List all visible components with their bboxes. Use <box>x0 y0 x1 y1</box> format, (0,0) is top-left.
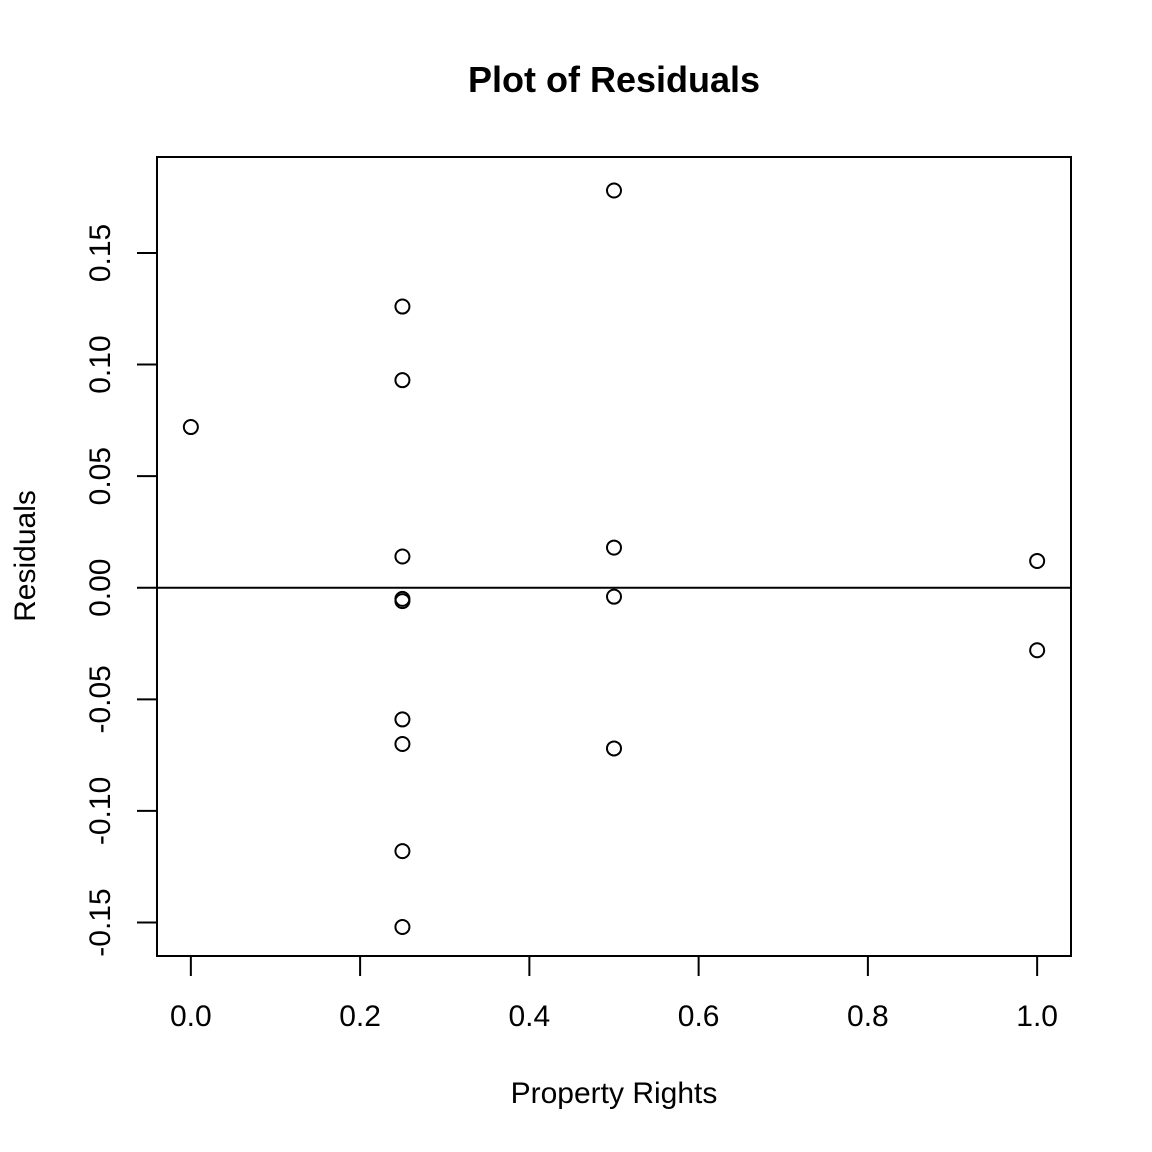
data-point <box>606 740 622 757</box>
y-tick-label: -0.10 <box>84 777 117 845</box>
data-point <box>394 372 411 389</box>
x-tick-label: 0.8 <box>847 1000 889 1033</box>
x-tick-label: 0.0 <box>170 1000 212 1033</box>
y-axis-title: Residuals <box>9 490 42 622</box>
x-tick-label: 1.0 <box>1016 1000 1058 1033</box>
data-point <box>1029 642 1046 659</box>
y-tick-label: 0.00 <box>84 559 117 617</box>
data-point <box>394 593 411 610</box>
y-tick-label: 0.15 <box>84 224 117 282</box>
points-layer <box>182 182 1046 935</box>
data-point <box>182 419 199 436</box>
y-axis: -0.15 -0.10 -0.05 0.00 0.05 0.10 0.15 <box>84 224 158 957</box>
data-point <box>394 548 411 565</box>
x-axis-title: Property Rights <box>511 1077 718 1110</box>
y-tick-label: 0.10 <box>84 335 117 393</box>
x-tick-label: 0.6 <box>678 1000 720 1033</box>
data-point <box>606 182 622 199</box>
data-point <box>1029 552 1046 569</box>
x-axis: 0.0 0.2 0.4 0.6 0.8 1.0 <box>170 955 1058 1033</box>
data-point <box>394 918 411 935</box>
data-point <box>606 539 622 556</box>
x-tick-label: 0.2 <box>339 1000 381 1033</box>
data-point <box>394 711 411 728</box>
data-point <box>606 588 622 605</box>
data-point <box>394 843 411 860</box>
data-point <box>394 735 411 752</box>
y-tick-label: 0.05 <box>84 447 117 505</box>
x-tick-label: 0.4 <box>509 1000 551 1033</box>
data-point <box>394 298 411 315</box>
y-tick-label: -0.15 <box>84 888 117 956</box>
chart-title: Plot of Residuals <box>468 59 760 100</box>
y-tick-label: -0.05 <box>84 665 117 733</box>
